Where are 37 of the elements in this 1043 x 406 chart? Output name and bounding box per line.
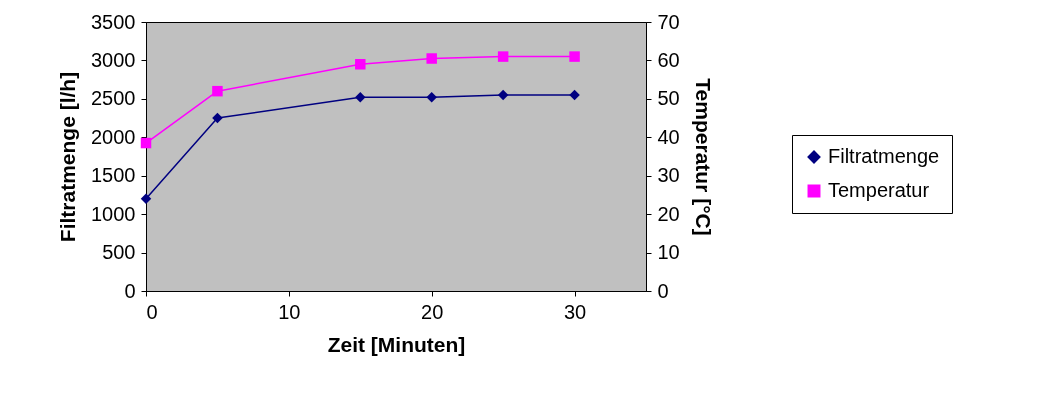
x-tick-label: 10 bbox=[278, 300, 301, 323]
y-axis-title: Filtratmenge [l/h] bbox=[56, 71, 80, 243]
legend-label: Filtratmenge bbox=[828, 145, 940, 167]
point bbox=[140, 193, 152, 205]
x-tick-label: 30 bbox=[563, 300, 587, 323]
y2-tick-label: 70 bbox=[657, 10, 680, 33]
x-axis-title: Zeit [Minuten] bbox=[327, 332, 466, 356]
y2-tick-label: 0 bbox=[657, 279, 669, 302]
x-tick-label: 0 bbox=[146, 300, 158, 323]
y2-axis-title: Temperatur [°C] bbox=[691, 78, 715, 236]
point bbox=[497, 51, 509, 62]
y2-tick-label: 50 bbox=[657, 87, 680, 110]
point bbox=[212, 85, 223, 97]
y-tick-label: 1000 bbox=[91, 202, 136, 225]
y-tick-label: 3500 bbox=[91, 10, 136, 33]
y2-tick-label: 60 bbox=[657, 48, 680, 71]
y2-tick-label: 10 bbox=[657, 241, 680, 264]
y2-tick-label: 40 bbox=[657, 125, 680, 148]
y-tick-label: 2000 bbox=[91, 125, 136, 148]
y-tick-label: 500 bbox=[102, 241, 136, 264]
point bbox=[426, 92, 437, 103]
y-tick-label: 1500 bbox=[91, 164, 136, 187]
point bbox=[569, 51, 580, 62]
point bbox=[497, 89, 509, 101]
legend-label: Temperatur bbox=[828, 179, 930, 201]
point bbox=[426, 53, 437, 64]
y-tick-label: 0 bbox=[124, 279, 136, 302]
point bbox=[569, 89, 580, 101]
y2-tick-label: 20 bbox=[657, 202, 680, 225]
point bbox=[355, 92, 366, 103]
point bbox=[140, 137, 152, 149]
y2-tick-label: 30 bbox=[657, 164, 680, 187]
x-tick-label: 20 bbox=[421, 300, 444, 323]
y-tick-label: 2500 bbox=[91, 87, 136, 110]
point bbox=[212, 112, 223, 124]
y-tick-label: 3000 bbox=[91, 48, 136, 71]
point bbox=[355, 59, 366, 70]
